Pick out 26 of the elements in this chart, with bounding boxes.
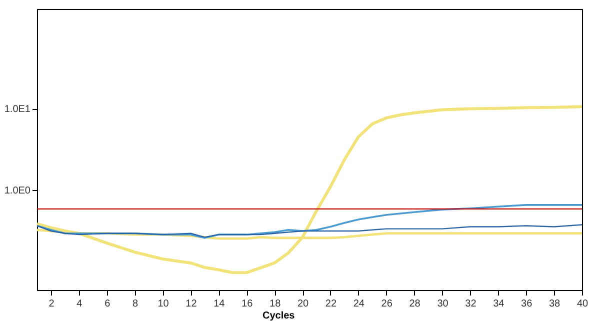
line-series bbox=[37, 105, 582, 274]
x-axis-title: Cycles bbox=[262, 310, 296, 321]
x-tick-label: 22 bbox=[325, 298, 337, 310]
x-tick-label: 34 bbox=[493, 298, 505, 310]
x-tick-label: 4 bbox=[76, 298, 83, 310]
x-tick-label: 26 bbox=[381, 298, 393, 310]
x-tick-label: 12 bbox=[186, 298, 198, 310]
x-tick-label: 6 bbox=[104, 298, 111, 310]
x-tick-label: 36 bbox=[521, 298, 533, 310]
x-tick-label: 16 bbox=[242, 298, 254, 310]
x-tick-label: 32 bbox=[465, 298, 477, 310]
y-tick-label: 1.0E1 bbox=[4, 104, 31, 116]
x-tick-label: 20 bbox=[297, 298, 310, 310]
line-series bbox=[37, 204, 582, 239]
x-tick-label: 8 bbox=[132, 298, 139, 310]
y-tick-label: 1.0E0 bbox=[4, 185, 31, 196]
line-series bbox=[37, 224, 582, 238]
x-tick-label: 40 bbox=[576, 298, 588, 310]
x-tick-label: 2 bbox=[48, 298, 55, 310]
x-tick-label: 24 bbox=[353, 298, 365, 310]
x-tick-label: 10 bbox=[158, 298, 170, 310]
x-tick-label: 18 bbox=[270, 298, 282, 310]
x-tick-label: 28 bbox=[409, 298, 421, 310]
x-tick-label: 30 bbox=[437, 298, 449, 310]
x-tick-label: 14 bbox=[214, 298, 226, 310]
x-tick-label: 38 bbox=[548, 298, 561, 310]
